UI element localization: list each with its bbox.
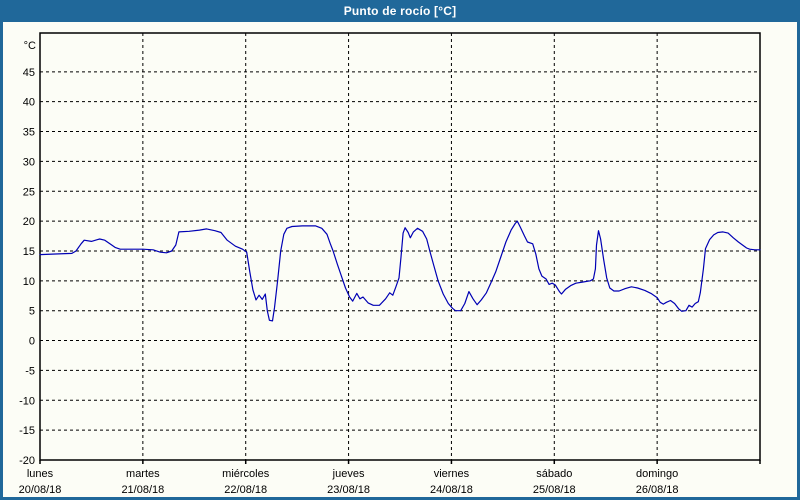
chart-area: 45 40 35 30 25 20 15 10 5 0 -5 -10 -15 -20 °C lunes 20/0… <box>3 22 797 497</box>
x-axis-date-label: 20/08/18 <box>19 484 62 496</box>
chart-title: Punto de rocío [°C] <box>343 4 457 18</box>
y-axis-tick-label: -20 <box>19 455 35 467</box>
dew-point-series-line <box>39 220 761 322</box>
x-axis-date-label: 21/08/18 <box>121 484 164 496</box>
x-axis-day-label: martes <box>126 468 160 480</box>
x-axis-day-label: jueves <box>332 468 365 480</box>
chart-title-bar: Punto de rocío [°C] <box>0 0 800 22</box>
dew-point-line-chart: 45 40 35 30 25 20 15 10 5 0 -5 -10 -15 -20 °C lunes 20/0… <box>19 32 761 496</box>
y-axis-tick-label: 25 <box>23 186 35 198</box>
x-axis-date-label: 22/08/18 <box>224 484 267 496</box>
y-axis-tick-label: 30 <box>23 156 35 168</box>
y-axis-tick-label: 35 <box>23 127 35 139</box>
y-axis-tick-label: -5 <box>25 365 35 377</box>
plot-border <box>39 32 761 461</box>
y-axis-tick-label: 0 <box>29 336 35 348</box>
x-axis-day-label: miércoles <box>222 468 270 480</box>
x-axis-day-label: domingo <box>636 468 678 480</box>
y-axis-tick-label: 10 <box>23 276 35 288</box>
x-axis-date-label: 23/08/18 <box>327 484 370 496</box>
x-axis-day-label: sábado <box>536 468 572 480</box>
x-axis-day-label: viernes <box>434 468 470 480</box>
y-axis-tick-label: -10 <box>19 395 35 407</box>
x-axis-day-label: lunes <box>27 468 54 480</box>
y-axis-tick-label: 15 <box>23 246 35 258</box>
y-axis-tick-label: 20 <box>23 216 35 228</box>
y-axis-tick-label: 45 <box>23 67 35 79</box>
x-axis-date-label: 25/08/18 <box>533 484 576 496</box>
x-axis-date-label: 24/08/18 <box>430 484 473 496</box>
y-axis-tick-label: -15 <box>19 425 35 437</box>
y-axis-unit-label: °C <box>24 40 36 52</box>
x-axis-date-label: 26/08/18 <box>636 484 679 496</box>
y-axis-tick-label: 5 <box>29 306 35 318</box>
y-axis-tick-label: 40 <box>23 97 35 109</box>
